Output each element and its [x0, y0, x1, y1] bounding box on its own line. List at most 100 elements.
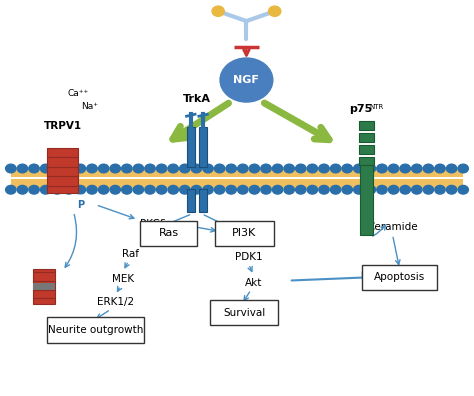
Circle shape: [75, 185, 86, 194]
Circle shape: [365, 185, 375, 194]
Circle shape: [377, 164, 387, 173]
Circle shape: [6, 185, 16, 194]
Bar: [359, 121, 374, 130]
Circle shape: [87, 164, 97, 173]
Circle shape: [330, 185, 341, 194]
Circle shape: [342, 164, 352, 173]
Circle shape: [400, 164, 410, 173]
Circle shape: [180, 185, 190, 194]
Bar: [11, 179, 463, 189]
Circle shape: [110, 164, 120, 173]
Circle shape: [458, 185, 468, 194]
Circle shape: [249, 164, 260, 173]
Circle shape: [249, 185, 260, 194]
Circle shape: [226, 185, 237, 194]
Circle shape: [284, 164, 294, 173]
Circle shape: [388, 164, 399, 173]
Text: Survival: Survival: [223, 308, 265, 318]
Circle shape: [342, 185, 352, 194]
Circle shape: [99, 185, 109, 194]
Circle shape: [307, 164, 318, 173]
Circle shape: [133, 164, 144, 173]
Bar: [33, 269, 55, 304]
Text: PI3K: PI3K: [232, 228, 256, 238]
Circle shape: [330, 164, 341, 173]
Text: Na⁺: Na⁺: [82, 103, 99, 112]
Text: MEK: MEK: [112, 274, 134, 284]
Circle shape: [319, 164, 329, 173]
Circle shape: [296, 185, 306, 194]
Circle shape: [212, 6, 224, 16]
Circle shape: [214, 185, 225, 194]
Circle shape: [40, 185, 51, 194]
Circle shape: [99, 164, 109, 173]
Circle shape: [377, 185, 387, 194]
Circle shape: [261, 164, 271, 173]
Bar: [360, 166, 373, 234]
Text: Ras: Ras: [159, 228, 179, 238]
FancyBboxPatch shape: [215, 221, 273, 246]
Text: PDK1: PDK1: [235, 252, 263, 262]
Text: Ca⁺⁺: Ca⁺⁺: [67, 89, 89, 98]
Circle shape: [423, 164, 434, 173]
Text: Ceramide: Ceramide: [367, 223, 418, 232]
Text: Neurite outgrowth: Neurite outgrowth: [48, 325, 143, 335]
Circle shape: [6, 164, 16, 173]
Circle shape: [411, 164, 422, 173]
Bar: [47, 148, 78, 193]
Text: Apoptosis: Apoptosis: [374, 272, 425, 282]
Circle shape: [273, 185, 283, 194]
Circle shape: [145, 164, 155, 173]
Bar: [199, 189, 207, 212]
Text: Akt: Akt: [245, 278, 262, 287]
Text: TrkA: TrkA: [183, 93, 211, 104]
Text: TRPV1: TRPV1: [44, 121, 82, 131]
FancyBboxPatch shape: [47, 317, 144, 343]
Circle shape: [354, 185, 364, 194]
Circle shape: [29, 164, 39, 173]
Circle shape: [388, 185, 399, 194]
Circle shape: [145, 185, 155, 194]
Text: NGF: NGF: [234, 75, 259, 85]
Circle shape: [17, 185, 27, 194]
Bar: [187, 127, 195, 167]
Circle shape: [110, 185, 120, 194]
Circle shape: [191, 185, 201, 194]
FancyBboxPatch shape: [140, 221, 197, 246]
Circle shape: [168, 164, 178, 173]
Text: NTR: NTR: [370, 104, 384, 110]
Circle shape: [447, 164, 457, 173]
Circle shape: [220, 58, 273, 102]
Circle shape: [458, 164, 468, 173]
Circle shape: [237, 185, 248, 194]
Bar: [33, 283, 55, 289]
Circle shape: [261, 185, 271, 194]
Circle shape: [75, 164, 86, 173]
Circle shape: [191, 164, 201, 173]
Text: PKCδ: PKCδ: [140, 219, 166, 228]
Circle shape: [284, 185, 294, 194]
Circle shape: [296, 164, 306, 173]
Bar: [359, 145, 374, 154]
Circle shape: [133, 185, 144, 194]
Circle shape: [435, 185, 445, 194]
Circle shape: [423, 185, 434, 194]
Circle shape: [447, 185, 457, 194]
Circle shape: [319, 185, 329, 194]
Circle shape: [226, 164, 237, 173]
Text: P: P: [77, 200, 84, 210]
Bar: [11, 167, 463, 177]
Circle shape: [435, 164, 445, 173]
Bar: [187, 189, 195, 212]
Circle shape: [70, 196, 91, 214]
Circle shape: [269, 6, 281, 16]
Circle shape: [29, 185, 39, 194]
Circle shape: [87, 185, 97, 194]
Circle shape: [17, 164, 27, 173]
Circle shape: [214, 164, 225, 173]
Text: ERK1/2: ERK1/2: [97, 297, 134, 307]
Circle shape: [411, 185, 422, 194]
Circle shape: [203, 185, 213, 194]
Bar: [199, 127, 207, 167]
Circle shape: [122, 164, 132, 173]
